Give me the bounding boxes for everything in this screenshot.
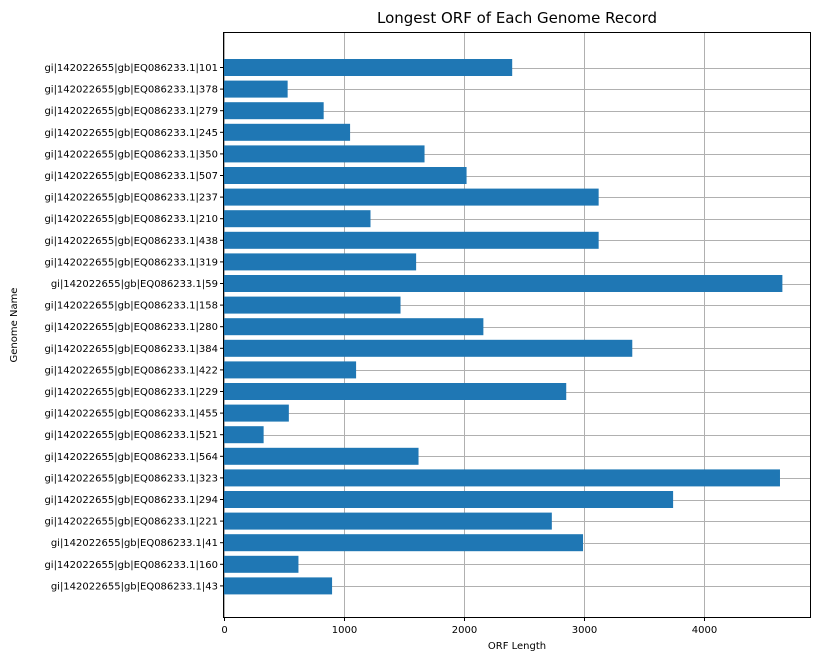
y-tick-label: gi|142022655|gb|EQ086233.1|59 [51,279,218,290]
bar [224,361,357,379]
plot-frame [223,32,811,618]
y-tick-label: gi|142022655|gb|EQ086233.1|521 [44,430,218,441]
y-tick-label: gi|142022655|gb|EQ086233.1|210 [44,214,218,225]
y-tick-label: gi|142022655|gb|EQ086233.1|41 [51,538,218,549]
bars [224,59,783,595]
bar [224,534,584,552]
bar [224,491,674,508]
bar [224,102,324,120]
bar [224,555,299,573]
bar [224,123,351,141]
bar [224,469,780,487]
bar [224,210,371,228]
bar [224,231,599,249]
bar [224,275,783,292]
y-axis-title: Genome Name [9,288,20,363]
y-tick-label: gi|142022655|gb|EQ086233.1|245 [44,128,218,139]
y-tick-label: gi|142022655|gb|EQ086233.1|101 [44,63,218,74]
x-tick-label: 1000 [332,625,357,636]
bar [224,577,333,595]
bar [224,80,288,98]
y-tick-label: gi|142022655|gb|EQ086233.1|507 [44,171,218,182]
x-tick-label: 0 [221,625,227,636]
y-tick-label: gi|142022655|gb|EQ086233.1|279 [44,106,218,117]
x-tick-label: 2000 [452,625,477,636]
y-tick-label: gi|142022655|gb|EQ086233.1|294 [44,495,218,506]
y-tick-label: gi|142022655|gb|EQ086233.1|158 [44,301,218,312]
y-tick-label: gi|142022655|gb|EQ086233.1|319 [44,257,218,268]
bar [224,383,567,400]
y-tick-label: gi|142022655|gb|EQ086233.1|378 [44,85,218,96]
bar [224,145,425,163]
y-tick-label: gi|142022655|gb|EQ086233.1|229 [44,387,218,398]
bar [224,253,417,271]
bar [224,426,264,444]
bar [224,447,419,465]
y-tick-label: gi|142022655|gb|EQ086233.1|350 [44,149,218,160]
x-axis-title: ORF Length [488,641,546,652]
y-tick-label: gi|142022655|gb|EQ086233.1|280 [44,322,218,333]
bar [224,296,401,314]
y-tick-label: gi|142022655|gb|EQ086233.1|43 [51,581,218,592]
y-tick-label: gi|142022655|gb|EQ086233.1|221 [44,517,218,528]
y-tick-label: gi|142022655|gb|EQ086233.1|160 [44,560,218,571]
bar [224,167,467,184]
y-tick-label: gi|142022655|gb|EQ086233.1|438 [44,236,218,247]
y-tick-label: gi|142022655|gb|EQ086233.1|384 [44,344,218,355]
x-ticks: 0 1000 2000 3000 4000 [221,617,717,636]
bar [224,512,552,530]
bar [224,318,484,336]
bar [224,188,599,206]
y-tick-label: gi|142022655|gb|EQ086233.1|237 [44,193,218,204]
y-tick-label: gi|142022655|gb|EQ086233.1|564 [44,452,218,463]
y-tick-label: gi|142022655|gb|EQ086233.1|422 [44,365,218,376]
y-ticks: gi|142022655|gb|EQ086233.1|101 gi|1420226… [44,63,224,592]
y-tick-label: gi|142022655|gb|EQ086233.1|455 [44,409,218,420]
x-tick-label: 3000 [572,625,597,636]
bar [224,59,513,76]
chart-title: Longest ORF of Each Genome Record [377,9,657,27]
x-tick-label: 4000 [692,625,717,636]
bar [224,339,633,357]
bar [224,404,289,422]
y-tick-label: gi|142022655|gb|EQ086233.1|323 [44,473,218,484]
